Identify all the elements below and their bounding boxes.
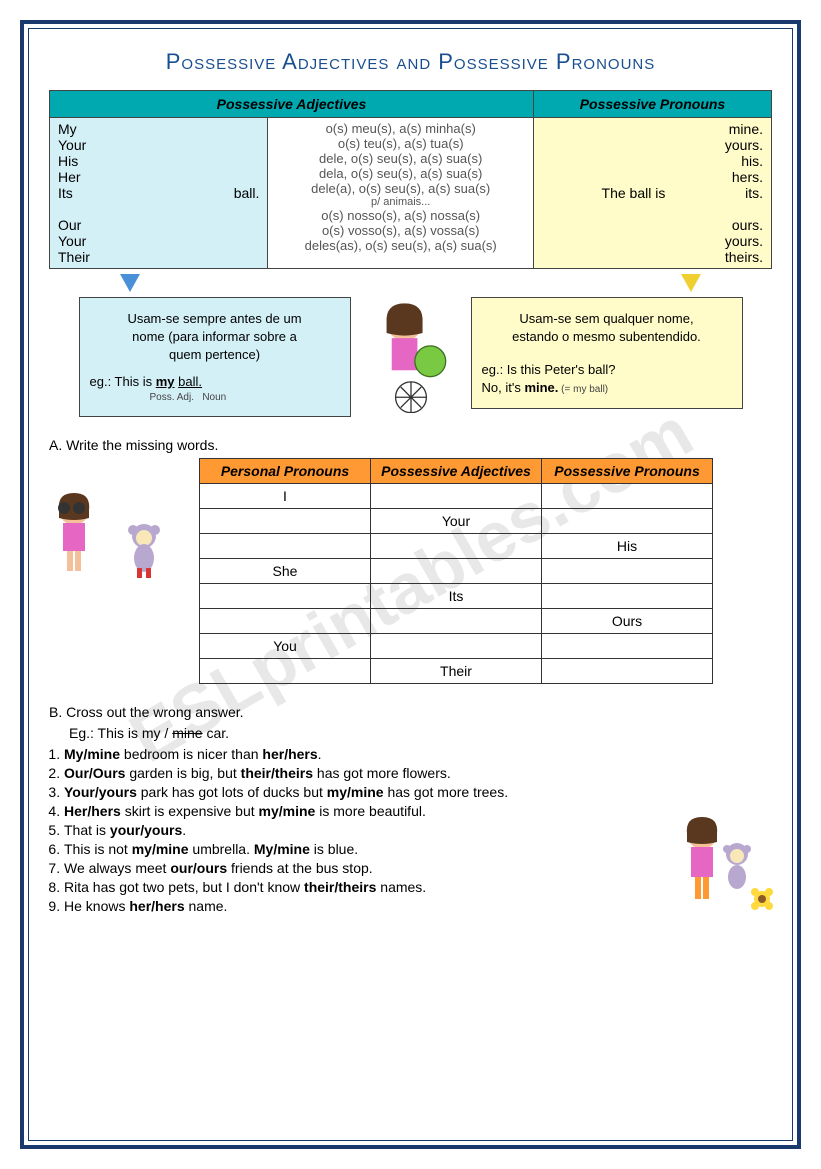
ex-r7c1: Their	[371, 659, 542, 684]
ex-r4c2[interactable]	[542, 584, 713, 609]
ex-r0c1[interactable]	[371, 484, 542, 509]
ex-b-2: Our/Ours garden is big, but their/theirs…	[64, 765, 772, 781]
pron-yours2: yours.	[725, 233, 763, 249]
box-yel-l2: estando o mesmo subentendido.	[482, 329, 732, 344]
usage-box-adjectives: Usam-se sempre antes de um nome (para in…	[79, 297, 351, 417]
page-title: Possessive Adjectives and Possessive Pro…	[49, 49, 772, 75]
ex-r5c2: Ours	[542, 609, 713, 634]
pron-hers: hers.	[725, 169, 763, 185]
exercise-table-a: Personal Pronouns Possessive Adjectives …	[199, 458, 713, 684]
adj-blank	[58, 201, 234, 217]
pron-ours: ours.	[725, 217, 763, 233]
ex-b-3: Your/yours park has got lots of ducks bu…	[64, 784, 772, 800]
ex-r2c2: His	[542, 534, 713, 559]
dora-character-center-icon	[366, 297, 456, 417]
ex-r3c0: She	[200, 559, 371, 584]
dora-boots-flower-icon	[667, 809, 777, 924]
box-blue-l1: Usam-se sempre antes de um	[90, 311, 340, 326]
adj-its: Its	[58, 185, 234, 201]
ex-b-6: This is not my/mine umbrella. My/mine is…	[64, 841, 772, 857]
adj-my: My	[58, 121, 234, 137]
ex-r2c1[interactable]	[371, 534, 542, 559]
ex-b-5: That is your/yours.	[64, 822, 772, 838]
ex-r6c0: You	[200, 634, 371, 659]
trans-5: p/ animais...	[276, 196, 525, 208]
dora-binoculars-icon	[39, 488, 109, 583]
ex-r6c1[interactable]	[371, 634, 542, 659]
ex-r1c0[interactable]	[200, 509, 371, 534]
box-blue-eg: eg.: This is my ball.	[90, 374, 340, 389]
section-a-label: A. Write the missing words.	[49, 437, 772, 453]
ex-r5c1[interactable]	[371, 609, 542, 634]
header-adj: Possessive Adjectives	[50, 91, 534, 118]
ex-r6c2[interactable]	[542, 634, 713, 659]
pron-its: its.	[725, 185, 763, 201]
ex-r4c0[interactable]	[200, 584, 371, 609]
exhdr-0: Personal Pronouns	[200, 459, 371, 484]
ex-r4c1: Its	[371, 584, 542, 609]
ex-r1c1: Your	[371, 509, 542, 534]
box-blue-sub: Poss. Adj. Noun	[150, 392, 340, 403]
adj-your: Your	[58, 137, 234, 153]
usage-box-pronouns: Usam-se sem qualquer nome, estando o mes…	[471, 297, 743, 409]
trans-3: dela, o(s) seu(s), a(s) sua(s)	[276, 166, 525, 181]
ex-b-7: We always meet our/ours friends at the b…	[64, 860, 772, 876]
adj-his: His	[58, 153, 234, 169]
adj-their: Their	[58, 249, 234, 265]
trans-1: o(s) teu(s), a(s) tua(s)	[276, 136, 525, 151]
ex-b-4: Her/hers skirt is expensive but my/mine …	[64, 803, 772, 819]
pron-theirs: theirs.	[725, 249, 763, 265]
ex-r7c0[interactable]	[200, 659, 371, 684]
adj-noun: ball.	[234, 185, 260, 201]
trans-8: deles(as), o(s) seu(s), a(s) sua(s)	[276, 238, 525, 253]
pron-phrase: The ball is	[542, 185, 725, 201]
ex-r3c1[interactable]	[371, 559, 542, 584]
adj-your2: Your	[58, 233, 234, 249]
trans-6: o(s) nosso(s), a(s) nossa(s)	[276, 208, 525, 223]
trans-2: dele, o(s) seu(s), a(s) sua(s)	[276, 151, 525, 166]
main-grammar-table: Possessive Adjectives Possessive Pronoun…	[49, 90, 772, 269]
ex-r1c2[interactable]	[542, 509, 713, 534]
ex-r3c2[interactable]	[542, 559, 713, 584]
pron-mine: mine.	[725, 121, 763, 137]
arrow-down-blue-icon	[120, 274, 140, 292]
box-yel-eg1: eg.: Is this Peter's ball?	[482, 362, 732, 377]
box-blue-l3: quem pertence)	[90, 347, 340, 362]
ex-b-8: Rita has got two pets, but I don't know …	[64, 879, 772, 895]
ex-r7c2[interactable]	[542, 659, 713, 684]
trans-7: o(s) vosso(s), a(s) vossa(s)	[276, 223, 525, 238]
trans-0: o(s) meu(s), a(s) minha(s)	[276, 121, 525, 136]
header-pron: Possessive Pronouns	[533, 91, 771, 118]
pron-blank	[725, 201, 763, 217]
adj-our: Our	[58, 217, 234, 233]
trans-4: dele(a), o(s) seu(s), a(s) sua(s)	[276, 181, 525, 196]
arrow-down-yellow-icon	[681, 274, 701, 292]
adj-her: Her	[58, 169, 234, 185]
box-blue-l2: nome (para informar sobre a	[90, 329, 340, 344]
pron-yours: yours.	[725, 137, 763, 153]
ex-r0c0: I	[200, 484, 371, 509]
box-yel-l1: Usam-se sem qualquer nome,	[482, 311, 732, 326]
ex-r0c2[interactable]	[542, 484, 713, 509]
ex-r5c0[interactable]	[200, 609, 371, 634]
pron-his: his.	[725, 153, 763, 169]
exhdr-2: Possessive Pronouns	[542, 459, 713, 484]
boots-monkey-icon	[119, 518, 169, 583]
ex-b-9: He knows her/hers name.	[64, 898, 772, 914]
ex-r2c0[interactable]	[200, 534, 371, 559]
exhdr-1: Possessive Adjectives	[371, 459, 542, 484]
ex-b-1: My/mine bedroom is nicer than her/hers.	[64, 746, 772, 762]
exercise-b-list: My/mine bedroom is nicer than her/hers. …	[64, 746, 772, 914]
section-b-example: Eg.: This is my / mine car.	[69, 725, 772, 741]
box-yel-eg2: No, it's mine. (= my ball)	[482, 380, 732, 395]
section-b-label: B. Cross out the wrong answer.	[49, 704, 772, 720]
